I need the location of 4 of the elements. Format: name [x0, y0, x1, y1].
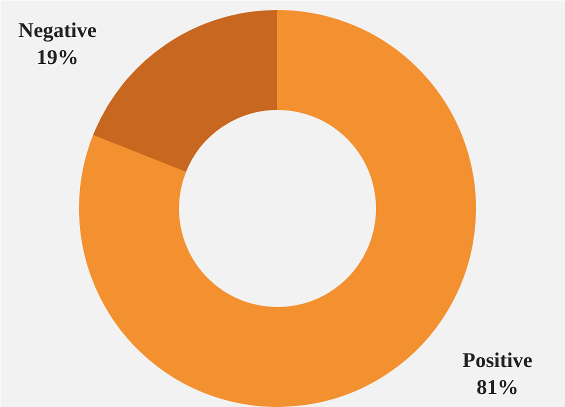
slice-label: Positive [462, 348, 532, 372]
data-label: 19% [36, 45, 78, 69]
slice-label: Negative [18, 18, 97, 42]
data-label: 81% [476, 375, 518, 399]
